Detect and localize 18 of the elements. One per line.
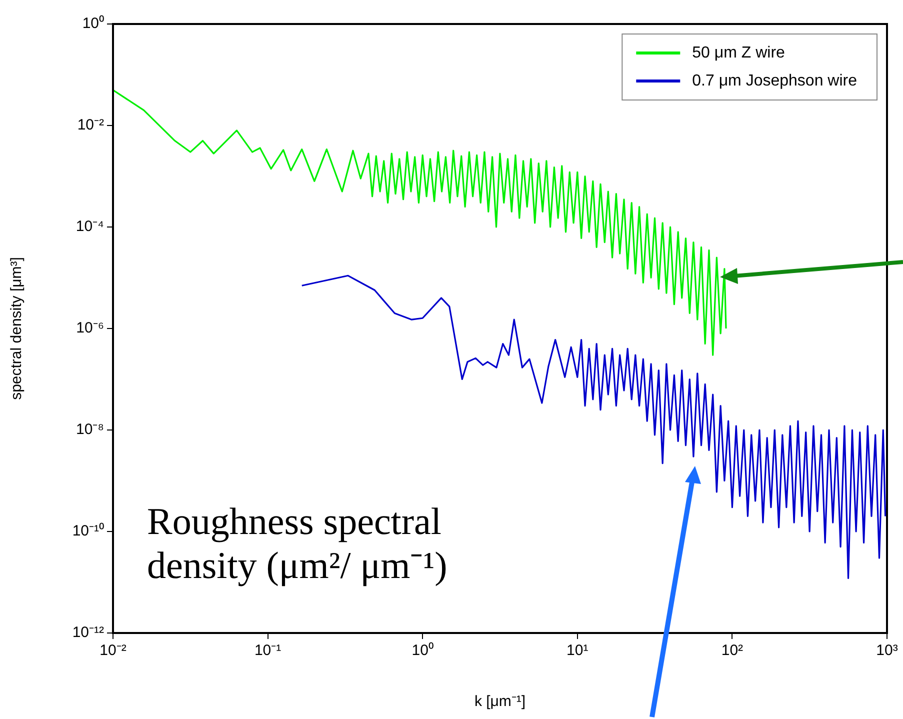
x-tick-label: 10⁰ bbox=[412, 642, 434, 660]
annotation: Roughness spectral density (μm²/ μm⁻¹) bbox=[147, 500, 448, 588]
x-axis-title: k [μm⁻¹] bbox=[474, 693, 526, 710]
y-tick-label: 10⁻¹² bbox=[72, 624, 104, 642]
legend-label: 0.7 μm Josephson wire bbox=[692, 72, 858, 90]
y-tick-label: 10⁻² bbox=[77, 116, 104, 134]
x-tick-label: 10¹ bbox=[566, 642, 588, 660]
y-tick-label: 10⁻⁴ bbox=[76, 218, 104, 236]
legend-label: 50 μm Z wire bbox=[692, 44, 786, 62]
y-tick-label: 10⁻⁶ bbox=[76, 320, 104, 337]
x-tick-label: 10² bbox=[721, 642, 744, 660]
x-tick-label: 10³ bbox=[876, 642, 898, 660]
x-tick-label: 10⁻¹ bbox=[254, 642, 282, 660]
y-tick-label: 10⁰ bbox=[82, 15, 104, 32]
y-tick-label: 10⁻¹⁰ bbox=[72, 522, 104, 540]
y-axis-title: spectral density [μm³] bbox=[8, 257, 26, 400]
x-tick-label: 10⁻² bbox=[100, 642, 126, 660]
y-tick-label: 10⁻⁸ bbox=[76, 421, 104, 438]
